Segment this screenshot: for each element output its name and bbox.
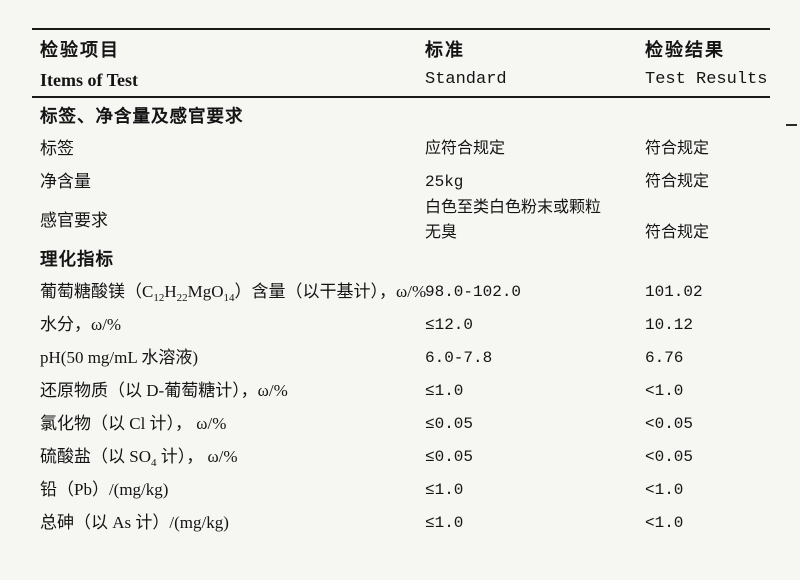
row-label: 铅（Pb）/(mg/kg)	[40, 480, 169, 499]
formula-part: ）含量（以干基计），ω/%	[234, 282, 427, 301]
row-label: 感官要求	[40, 211, 108, 230]
table-row-moisture: 水分，ω/% ≤12.0 10.12	[0, 315, 800, 335]
formula-subscript: 12	[153, 292, 165, 304]
row-result: 符合规定	[645, 140, 710, 158]
section-title-physchem: 理化指标	[40, 249, 114, 269]
scan-artifact	[786, 124, 797, 126]
row-result: <0.05	[645, 415, 694, 433]
row-result: 101.02	[645, 283, 703, 301]
row-standard: ≤0.05	[425, 415, 474, 433]
row-standard: ≤1.0	[425, 382, 464, 400]
formula-part: 葡萄糖酸镁（C	[40, 282, 154, 301]
row-label: 净含量	[40, 172, 91, 191]
row-standard: 25kg	[425, 173, 464, 191]
col-header-results-en: Test Results	[645, 70, 768, 89]
row-standard: 6.0-7.8	[425, 349, 493, 367]
row-standard: ≤1.0	[425, 514, 464, 532]
row-standard: ≤0.05	[425, 448, 474, 466]
row-label: pH(50 mg/mL 水溶液)	[40, 348, 199, 367]
row-result: 符合规定	[645, 224, 710, 242]
row-result: 6.76	[645, 349, 684, 367]
table-row-chloride: 氯化物（以 Cl 计）， ω/% ≤0.05 <0.05	[0, 414, 800, 434]
table-row-reducing-substances: 还原物质（以 D-葡萄糖计），ω/% ≤1.0 <1.0	[0, 381, 800, 401]
row-standard: ≤1.0	[425, 481, 464, 499]
formula-part: MgO	[187, 282, 224, 301]
formula-subscript: 22	[176, 292, 188, 304]
standard-line-2: 无臭	[425, 224, 458, 242]
row-result: 符合规定	[645, 173, 710, 191]
formula-part: H	[164, 282, 177, 301]
table-row-net-content: 净含量 25kg 符合规定	[0, 172, 800, 192]
row-standard: 应符合规定	[425, 140, 506, 158]
row-label: 还原物质（以 D-葡萄糖计），ω/%	[40, 381, 288, 400]
col-header-items-en: Items of Test	[40, 70, 138, 90]
table-header-rule	[32, 96, 770, 98]
formula-subscript: 14	[223, 292, 235, 304]
formula-part: 计）， ω/%	[156, 447, 238, 466]
row-label: 氯化物（以 Cl 计）， ω/%	[40, 414, 227, 433]
row-result: <0.05	[645, 448, 694, 466]
row-label: 硫酸盐（以 SO4 计）， ω/%	[40, 447, 425, 469]
row-result: <1.0	[645, 481, 684, 499]
row-result: <1.0	[645, 514, 684, 532]
table-header-zh: 检验项目 标准 检验结果	[0, 39, 800, 61]
col-header-standard-zh: 标准	[425, 40, 465, 60]
row-standard: 白色至类白色粉末或颗粒 无臭	[425, 196, 645, 246]
col-header-results-zh: 检验结果	[645, 40, 725, 60]
row-result: 10.12	[645, 316, 694, 334]
table-row-label: 标签 应符合规定 符合规定	[0, 139, 800, 159]
row-label: 总砷（以 As 计）/(mg/kg)	[40, 513, 229, 532]
table-row-total-arsenic: 总砷（以 As 计）/(mg/kg) ≤1.0 <1.0	[0, 513, 800, 533]
col-header-standard-en: Standard	[425, 70, 507, 89]
col-header-items-zh: 检验项目	[40, 40, 120, 60]
table-header-en: Items of Test Standard Test Results	[0, 69, 800, 91]
section-title-labeling: 标签、净含量及感官要求	[40, 106, 244, 126]
table-row-sulfate: 硫酸盐（以 SO4 计）， ω/% ≤0.05 <0.05	[0, 447, 800, 469]
row-label: 标签	[40, 139, 74, 158]
row-standard: ≤12.0	[425, 316, 474, 334]
table-row-assay: 葡萄糖酸镁（C12H22MgO14）含量（以干基计），ω/% 98.0-102.…	[0, 282, 800, 304]
row-label: 葡萄糖酸镁（C12H22MgO14）含量（以干基计），ω/%	[40, 282, 427, 304]
row-label: 水分，ω/%	[40, 315, 122, 334]
row-standard: 98.0-102.0	[425, 283, 522, 301]
table-row-sensory: 感官要求 白色至类白色粉末或颗粒 无臭 符合规定	[0, 196, 800, 246]
table-top-rule	[32, 28, 770, 30]
table-row-ph: pH(50 mg/mL 水溶液) 6.0-7.8 6.76	[0, 348, 800, 368]
standard-line-1: 白色至类白色粉末或颗粒	[425, 199, 602, 217]
scanned-test-report: 检验项目 标准 检验结果 Items of Test Standard Test…	[0, 28, 800, 580]
row-result: <1.0	[645, 382, 684, 400]
table-row-lead: 铅（Pb）/(mg/kg) ≤1.0 <1.0	[0, 480, 800, 500]
formula-subscript: 4	[150, 457, 157, 469]
formula-part: 硫酸盐（以 SO	[40, 447, 151, 466]
